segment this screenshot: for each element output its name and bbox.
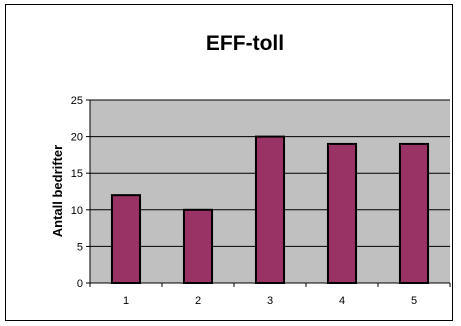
y-tick-label: 10: [71, 205, 83, 217]
x-tick-label: 2: [195, 295, 201, 307]
x-tick-label: 1: [123, 295, 129, 307]
bar: [182, 208, 214, 284]
y-tick-label: 0: [77, 278, 83, 290]
bar: [254, 135, 286, 284]
y-tick-label: 5: [77, 241, 83, 253]
bar: [398, 142, 430, 284]
y-axis-label: Antall bedrifter: [50, 145, 65, 237]
bar: [326, 142, 358, 284]
y-tick-label: 15: [71, 168, 83, 180]
y-tick-label: 25: [71, 95, 83, 107]
bar: [110, 194, 142, 284]
x-tick-label: 5: [411, 295, 417, 307]
plot-area: 0 5 10 15 20 25 1 2 3 4 5: [71, 95, 451, 307]
chart-title: EFF-toll: [206, 32, 284, 55]
x-tick-label: 4: [339, 295, 345, 307]
x-tick-label: 3: [267, 295, 273, 307]
y-tick-label: 20: [71, 132, 83, 144]
